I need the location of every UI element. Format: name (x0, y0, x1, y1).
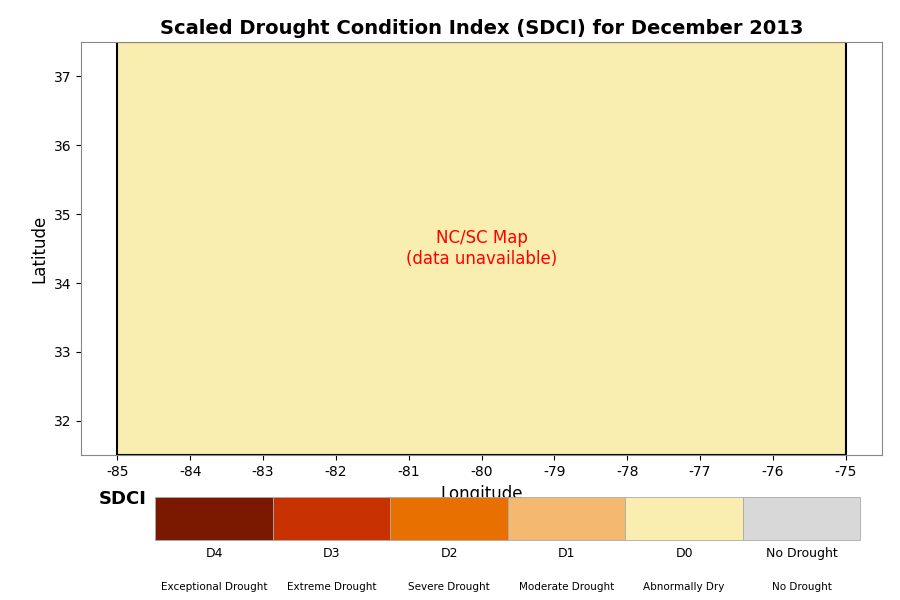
Text: D0: D0 (675, 547, 693, 560)
Text: Severe Drought: Severe Drought (409, 582, 491, 592)
Text: Abnormally Dry: Abnormally Dry (644, 582, 725, 592)
Bar (391, 497, 508, 539)
Text: Exceptional Drought: Exceptional Drought (161, 582, 267, 592)
Text: D1: D1 (558, 547, 575, 560)
Text: No Drought: No Drought (766, 547, 838, 560)
Bar (626, 497, 742, 539)
X-axis label: Longitude: Longitude (440, 485, 523, 503)
Text: SDCI: SDCI (99, 490, 147, 508)
Y-axis label: Latitude: Latitude (30, 215, 48, 283)
Text: No Drought: No Drought (771, 582, 832, 592)
Text: D3: D3 (323, 547, 340, 560)
Text: D4: D4 (205, 547, 223, 560)
Text: D2: D2 (440, 547, 458, 560)
Text: Moderate Drought: Moderate Drought (519, 582, 615, 592)
Text: Extreme Drought: Extreme Drought (287, 582, 376, 592)
Bar (508, 497, 626, 539)
Text: NC/SC Map
(data unavailable): NC/SC Map (data unavailable) (406, 229, 557, 268)
Bar (742, 497, 860, 539)
Title: Scaled Drought Condition Index (SDCI) for December 2013: Scaled Drought Condition Index (SDCI) fo… (160, 19, 803, 38)
Bar (156, 497, 273, 539)
Bar (273, 497, 391, 539)
